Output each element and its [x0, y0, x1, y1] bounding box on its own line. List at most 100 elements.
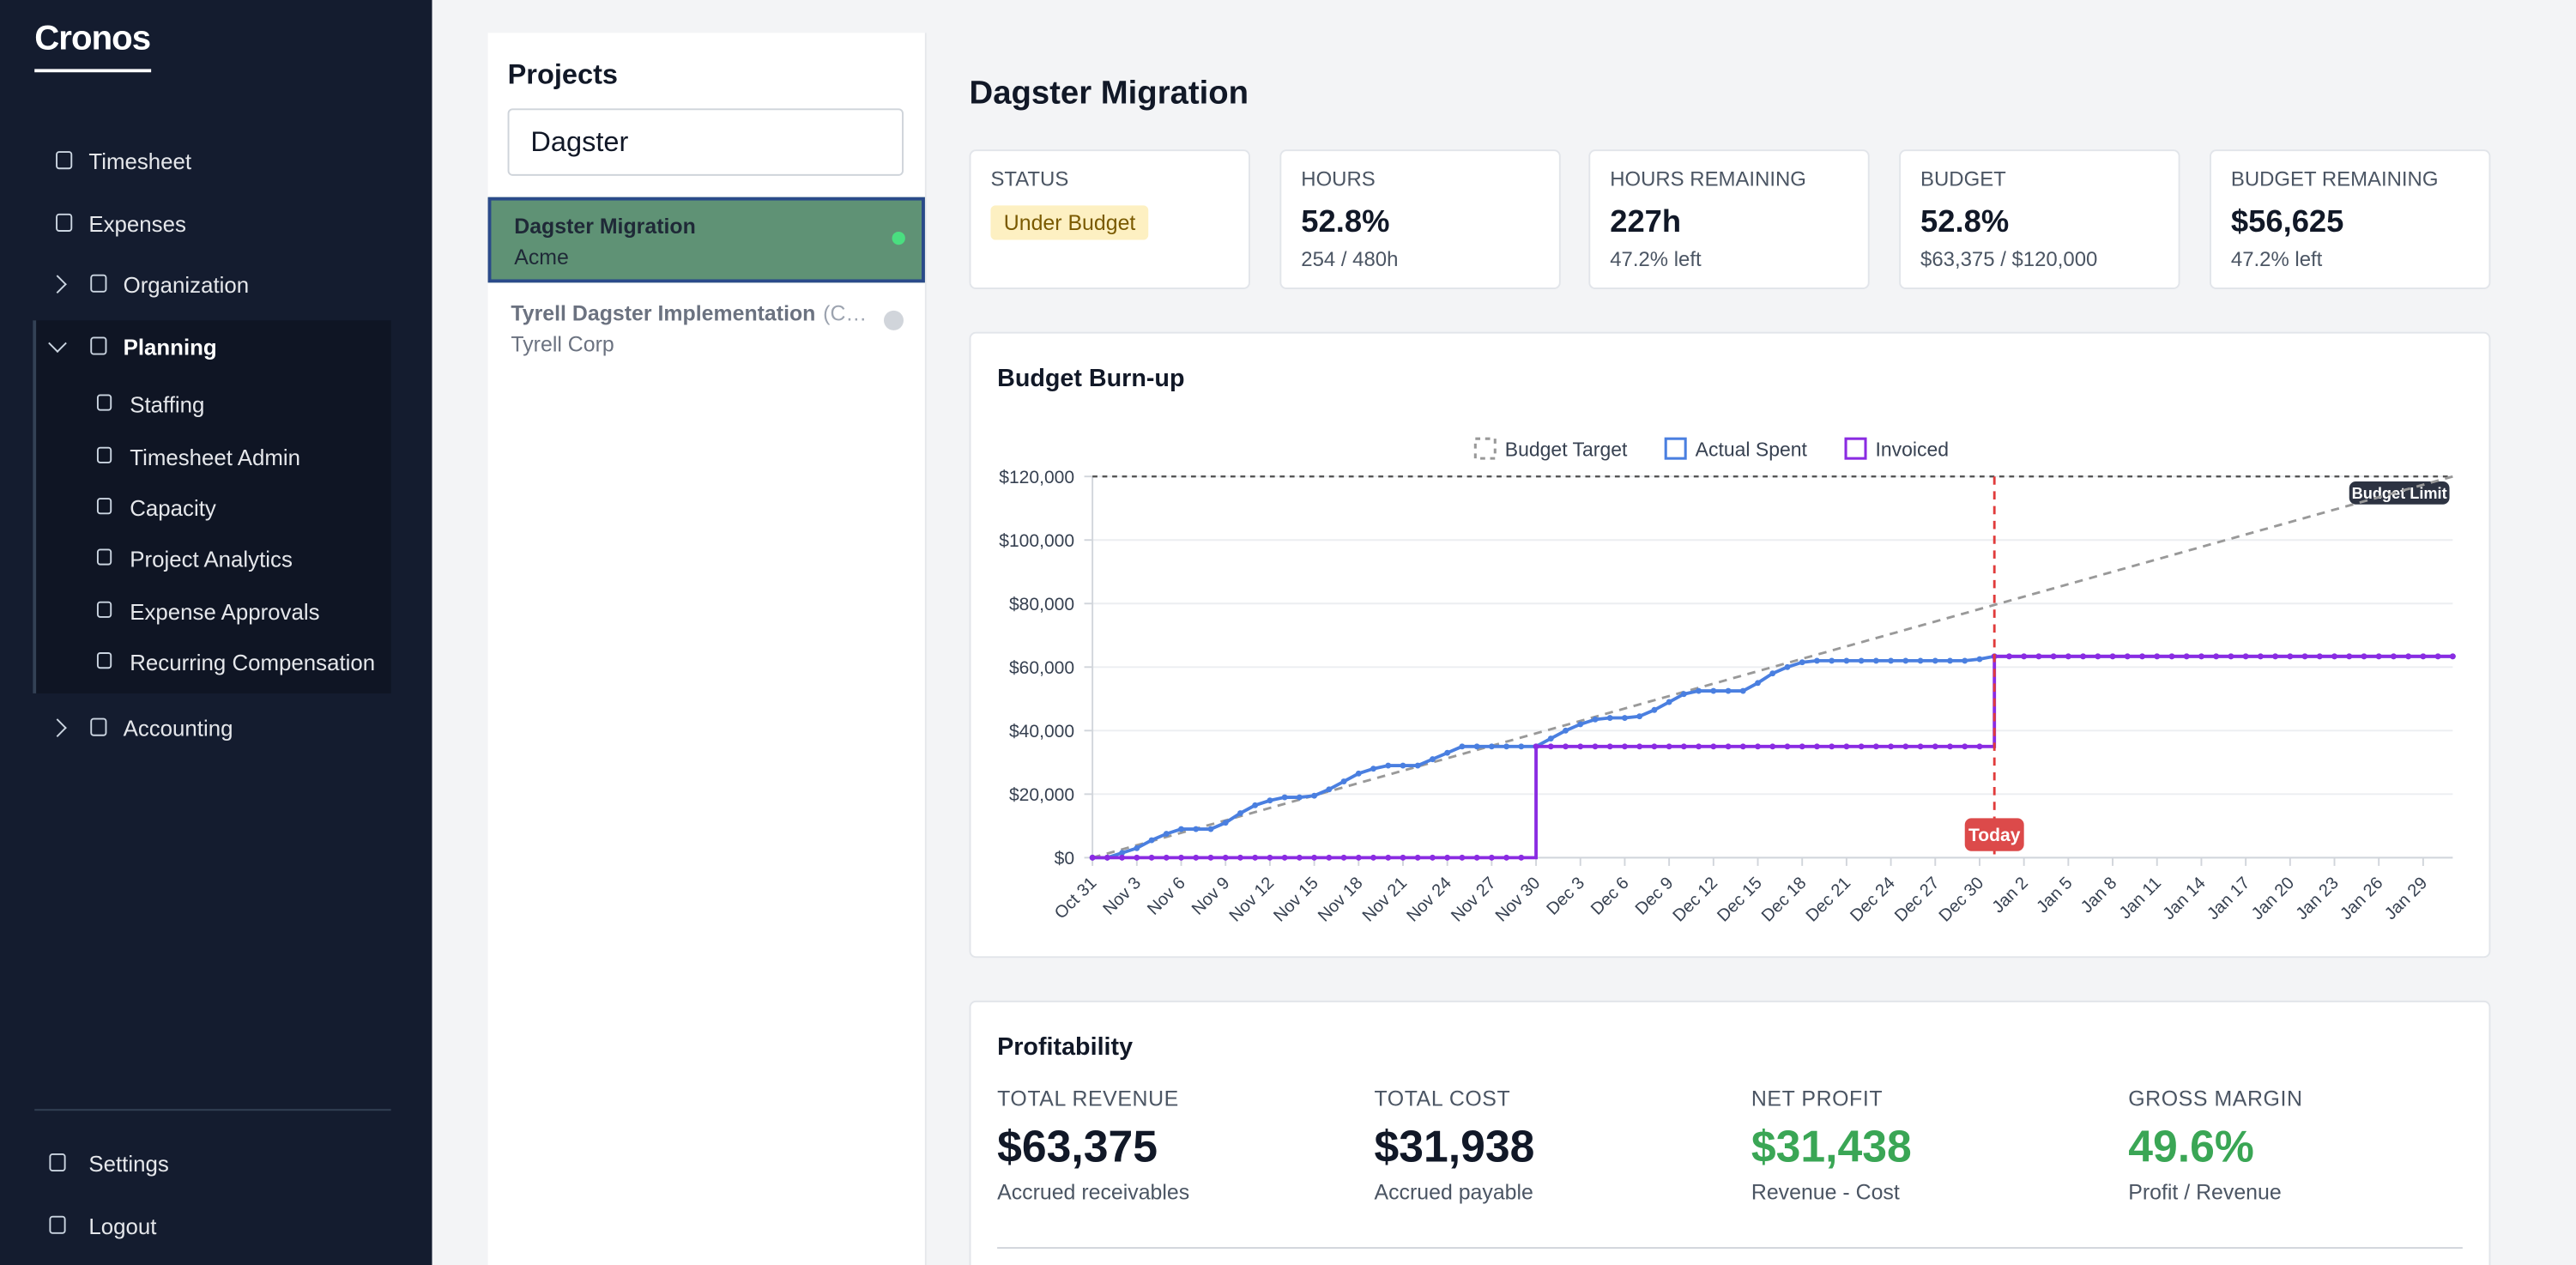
- data-point: [1281, 854, 1288, 861]
- data-point: [1193, 826, 1200, 832]
- data-point: [1696, 743, 1702, 750]
- x-tick-label: Nov 27: [1448, 874, 1500, 926]
- x-tick-label: Nov 6: [1144, 874, 1189, 919]
- data-point: [1326, 786, 1333, 793]
- data-point: [2287, 653, 2294, 660]
- data-point: [1340, 854, 1347, 861]
- data-point: [1267, 797, 1273, 804]
- data-point: [1666, 743, 1672, 750]
- legend-label: Actual Spent: [1696, 438, 1808, 460]
- project-title: Dagster Migration: [969, 76, 1249, 112]
- metric-label: TOTAL COST: [1374, 1086, 1511, 1111]
- data-point: [2139, 653, 2145, 660]
- data-point: [2050, 653, 2057, 660]
- project-item[interactable]: Dagster Migration Acme: [487, 197, 925, 283]
- nav-subitem[interactable]: Capacity: [130, 496, 216, 521]
- data-point: [1459, 854, 1466, 861]
- y-tick-label: $100,000: [999, 531, 1074, 551]
- data-point: [1518, 743, 1525, 750]
- data-point: [1962, 743, 1968, 750]
- data-point: [1281, 794, 1288, 801]
- data-point: [1518, 854, 1525, 861]
- nav-subitem[interactable]: Timesheet Admin: [130, 445, 300, 470]
- data-point: [2242, 653, 2249, 660]
- data-point: [1577, 721, 1584, 728]
- nav-item[interactable]: Timesheet: [88, 149, 192, 174]
- data-point: [2331, 653, 2337, 660]
- series-line: [1092, 654, 2453, 860]
- data-point: [1296, 854, 1303, 861]
- project-client: Tyrell Corp: [511, 331, 614, 357]
- data-point: [1473, 854, 1480, 861]
- kpi-label: BUDGET: [1920, 167, 2006, 191]
- legend-label: Invoiced: [1875, 438, 1949, 460]
- nav-item[interactable]: Settings: [88, 1152, 169, 1177]
- today-badge: [1964, 818, 2024, 851]
- projects-title: Projects: [507, 58, 619, 91]
- data-point: [1089, 854, 1096, 861]
- brand[interactable]: Cronos: [34, 19, 151, 58]
- data-point: [1769, 743, 1776, 750]
- data-point: [2316, 653, 2323, 660]
- data-point: [1947, 657, 1953, 664]
- kpi-sub: $63,375 / $120,000: [1920, 248, 2098, 271]
- kpi-card: BUDGET 52.8% $63,375 / $120,000: [1899, 149, 2180, 289]
- project-name: Dagster Migration: [514, 213, 696, 239]
- x-tick-label: Dec 3: [1543, 874, 1588, 919]
- data-point: [2065, 653, 2071, 660]
- data-point: [1444, 854, 1451, 861]
- nav-icon: [96, 446, 112, 463]
- nav-item[interactable]: Logout: [88, 1214, 157, 1239]
- chevron: [48, 718, 67, 737]
- data-point: [1429, 854, 1436, 861]
- nav-item[interactable]: Planning: [123, 335, 217, 360]
- x-tick-label: Oct 31: [1051, 874, 1100, 923]
- x-tick-label: Jan 20: [2248, 874, 2298, 923]
- nav-subitem[interactable]: Expense Approvals: [130, 599, 320, 625]
- nav-subitem[interactable]: Staffing: [130, 392, 205, 418]
- data-point: [1134, 854, 1140, 861]
- metric-value: $31,438: [1751, 1122, 1912, 1172]
- x-tick-label: Jan 2: [1989, 874, 2032, 917]
- kpi-sub: 47.2% left: [2230, 248, 2323, 271]
- data-point: [1696, 687, 1702, 694]
- data-point: [1947, 743, 1953, 750]
- data-point: [1370, 766, 1376, 772]
- data-point: [1385, 854, 1392, 861]
- x-tick-label: Nov 3: [1099, 874, 1145, 919]
- data-point: [1444, 749, 1451, 756]
- nav-item[interactable]: Expenses: [88, 211, 186, 237]
- nav-icon: [96, 601, 112, 618]
- data-point: [1222, 854, 1229, 861]
- metric-value: 49.6%: [2128, 1122, 2254, 1172]
- data-point: [1902, 743, 1909, 750]
- project-item[interactable]: Tyrell Dagster Implementation (C… Tyrell C…: [488, 284, 925, 370]
- divider: [997, 1247, 2463, 1250]
- nav-icon: [96, 548, 112, 566]
- data-point: [1755, 680, 1761, 687]
- data-point: [1370, 854, 1376, 861]
- data-point: [1547, 735, 1554, 742]
- data-point: [1488, 743, 1495, 750]
- data-point: [1163, 854, 1170, 861]
- data-point: [1119, 850, 1126, 856]
- data-point: [1621, 715, 1628, 721]
- data-point: [2346, 653, 2353, 660]
- series-line: [1092, 654, 2453, 860]
- project-name: Tyrell Dagster Implementation: [511, 300, 816, 326]
- data-point: [2124, 653, 2131, 660]
- nav-item[interactable]: Accounting: [123, 716, 233, 741]
- data-point: [2183, 653, 2190, 660]
- search-input[interactable]: Dagster: [507, 108, 904, 176]
- nav-subitem[interactable]: Project Analytics: [130, 547, 293, 572]
- chart-title: Budget Burn-up: [997, 365, 1184, 392]
- data-point: [1651, 706, 1658, 713]
- data-point: [1414, 762, 1421, 769]
- data-point: [1400, 762, 1406, 769]
- nav-subitem[interactable]: Recurring Compensation: [130, 651, 376, 675]
- chart: Budget Burn-up $0 $20,000 $40,000 $60,000 $80…: [997, 365, 2456, 926]
- metric-sub: Revenue - Cost: [1751, 1179, 1900, 1205]
- kpi-value: 52.8%: [1920, 205, 2010, 240]
- nav-item[interactable]: Organization: [123, 272, 250, 298]
